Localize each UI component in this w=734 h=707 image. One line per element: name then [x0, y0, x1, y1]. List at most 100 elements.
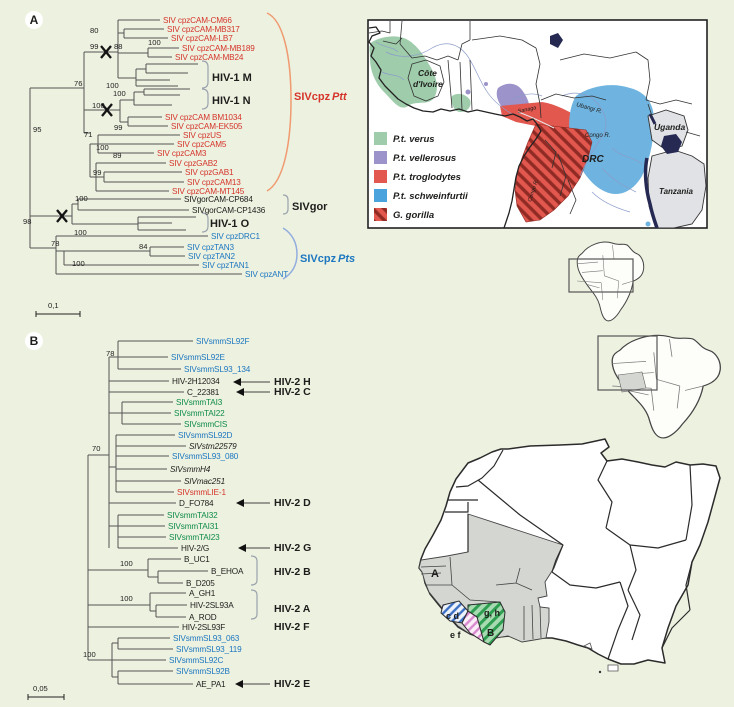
taxon: SIV cpzCAM BM1034 — [165, 113, 242, 122]
clade-label-hiv1o: HIV-1 O — [210, 218, 250, 230]
arrow-hiv2c — [236, 388, 244, 396]
taxon: HIV-2H12034 — [172, 377, 220, 386]
taxon: SIVsmmTAI31 — [168, 522, 219, 531]
panel-a-label: A — [30, 13, 39, 27]
bootstrap: 80 — [90, 26, 98, 35]
label-subtype-b: B — [487, 628, 494, 639]
scale-label-b: 0,05 — [33, 684, 48, 693]
bracket-hiv2b — [250, 555, 258, 586]
lake-victoria — [661, 134, 682, 154]
taxon: SIVmac251 — [184, 477, 225, 486]
legend-label: G. gorilla — [393, 210, 434, 221]
group-label-hiv2g: HIV-2 G — [274, 542, 311, 554]
taxon: SIV cpzCAM-MT145 — [172, 187, 245, 196]
bootstrap: 100 — [120, 594, 133, 603]
legend-swatch-troglodytes — [374, 170, 387, 183]
taxon: B_EHOA — [211, 567, 244, 576]
transmission-x-marks — [56, 45, 113, 223]
legend-swatch-vellerosus — [374, 151, 387, 164]
bootstrap: 100 — [75, 194, 88, 203]
legend-swatch-gorilla — [374, 208, 387, 221]
scale-bar-b: 0,05 — [27, 684, 65, 700]
bootstrap: 100 — [96, 143, 109, 152]
range-pt-schweinfurtii — [569, 85, 654, 195]
taxon: SIV cpzTAN3 — [187, 243, 234, 252]
island — [583, 642, 593, 650]
legend-label: P.t. troglodytes — [393, 172, 461, 183]
island-dot — [598, 670, 602, 674]
bootstrap: 99 — [93, 168, 101, 177]
arrow-hiv2d — [236, 499, 244, 507]
bootstrap: 100 — [83, 650, 96, 659]
tree-a-brackets — [201, 12, 298, 280]
bootstrap: 99 — [90, 42, 98, 51]
label-uganda: Uganda — [654, 122, 685, 132]
taxon: SIV cpzCAM-LB7 — [171, 34, 233, 43]
legend-label: P.t. vellerosus — [393, 153, 456, 164]
legend-swatch-schweinfurtii — [374, 189, 387, 202]
bootstrap: 100 — [74, 228, 87, 237]
bootstrap: 76 — [74, 79, 82, 88]
arrow-hiv2h — [233, 378, 241, 386]
bootstrap: 95 — [33, 125, 41, 134]
country-cote-divoire — [467, 601, 506, 646]
africa-inset-a — [568, 241, 645, 322]
lake-albert — [648, 113, 657, 125]
sanaga-river — [517, 111, 555, 129]
bootstrap: 71 — [84, 130, 92, 139]
taxon: HIV-2SL93F — [182, 623, 225, 632]
range-pt-troglodytes — [500, 102, 586, 132]
bootstrap: 99 — [114, 123, 122, 132]
rivers — [375, 41, 643, 213]
taxon: SIVsmmSL92E — [171, 353, 226, 362]
panel-a-tree: A SIV cpzCAM-CM66 SIV cpzCAM-MB317 SIV c… — [23, 11, 355, 317]
bracket-hiv2a — [250, 589, 258, 620]
scale-bar-a: 0,1 — [35, 301, 81, 317]
taxon: SIV cpzCAM-MB24 — [175, 53, 244, 62]
west-africa-map: A c d e f g, h B — [418, 438, 721, 674]
taxon: SIVsmmSL92D — [178, 431, 233, 440]
inset-b-gray-region — [617, 371, 647, 393]
group-label-hiv2d: HIV-2 D — [274, 497, 311, 509]
bootstrap: 70 — [92, 444, 100, 453]
lake-chad — [550, 33, 563, 48]
taxon: SIVgorCAM-CP684 — [184, 195, 253, 204]
taxon: SIVsmmSL92F — [196, 337, 250, 346]
inset-b-focus-box — [597, 335, 658, 391]
bootstrap: 100 — [72, 259, 85, 268]
label-sanaga: Sanaga — [517, 105, 537, 115]
borders-a — [368, 20, 701, 215]
taxon: SIVstm22579 — [189, 442, 237, 451]
taxon: SIVsmmLIE-1 — [177, 488, 226, 497]
label-cote-divoire-2: d'Ivoire — [413, 79, 443, 89]
taxon: SIV cpzGAB1 — [185, 168, 234, 177]
panel-b-map: A c d e f g, h B — [418, 334, 721, 674]
taxon: SIVsmmSL93_063 — [173, 634, 240, 643]
label-congo-r: Congo R. — [585, 133, 610, 139]
label-subtypes-cd: c d — [446, 611, 459, 621]
taxon: SIVsmmSL93_134 — [184, 365, 251, 374]
taxon: SIVsmmTAI32 — [167, 511, 218, 520]
group-label-sivgor: SIVgor — [292, 201, 328, 213]
taxon: B_D205 — [186, 579, 215, 588]
bootstrap: 89 — [113, 151, 121, 160]
coastline-a — [368, 26, 542, 228]
bootstrap: 100 — [106, 81, 119, 90]
panel-a-badge-circle — [25, 11, 43, 29]
taxon: SIV cpzANT — [245, 270, 288, 279]
panel-b-tree: B SIVsmmSL92F SIVsmmSL92E SIVsmmSL93_134… — [25, 332, 311, 700]
group-label-hiv2a: HIV-2 A — [274, 603, 311, 615]
range-pt-verus-east — [451, 93, 471, 112]
bootstrap: 88 — [114, 42, 122, 51]
x-mark-hiv1m — [100, 45, 112, 59]
bootstrap: 100 — [92, 101, 105, 110]
taxon: SIVsmmSL92B — [176, 667, 231, 676]
arrow-hiv2g — [238, 544, 246, 552]
label-cote-divoire-1: Côte — [418, 68, 437, 78]
taxon: D_FO784 — [179, 499, 214, 508]
taxon: SIVsmmSL92C — [169, 656, 224, 665]
taxon: SIV cpzGAB2 — [169, 159, 218, 168]
panel-b-badge-circle — [25, 332, 43, 350]
taxon: SIV cpzCAM-MB317 — [167, 25, 240, 34]
